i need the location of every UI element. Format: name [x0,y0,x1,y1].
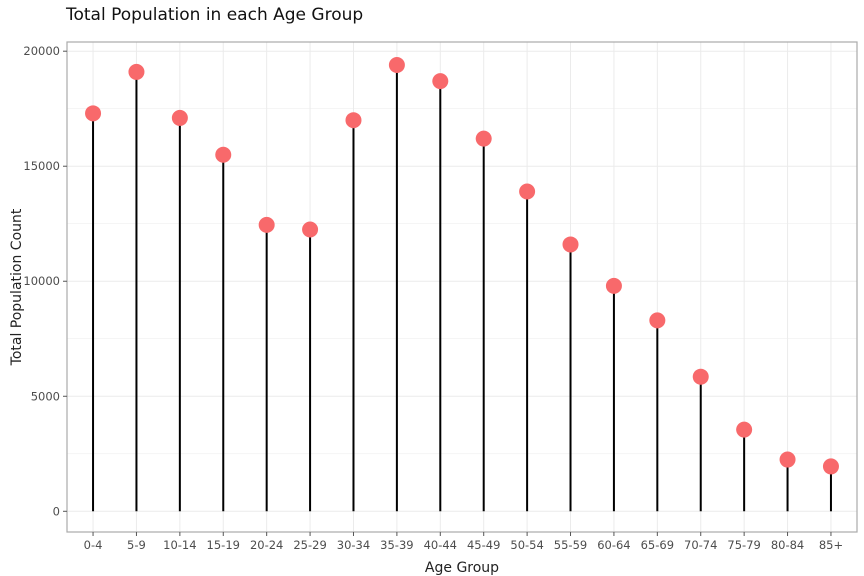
x-tick-label: 60-64 [597,538,630,552]
points [85,57,839,475]
lollipop-point [302,221,319,238]
lollipop-point [128,63,145,80]
lollipop-point [388,57,405,74]
lollipop-point [736,421,753,438]
x-tick-label: 20-24 [250,538,283,552]
x-tick-label: 10-14 [163,538,196,552]
y-tick-label: 20000 [23,44,60,58]
panel-border [66,41,858,533]
x-tick-label: 25-29 [293,538,326,552]
y-tick-label: 10000 [23,274,60,288]
lollipop-point [258,216,275,233]
x-tick-label: 45-49 [467,538,500,552]
lollipop-point [605,277,622,294]
axes: 0 5000 10000 15000 20000 0-4 5-9 10-14 15-19 20-2… [23,44,843,552]
lollipop-point [171,109,188,126]
lollipop-point [215,146,232,163]
x-tick-label: 40-44 [424,538,457,552]
lollipop-point [475,130,492,147]
lollipop-point [562,236,579,253]
x-tick-label: 0-4 [84,538,103,552]
y-tick-label: 15000 [23,159,60,173]
x-tick-label: 80-84 [771,538,804,552]
stems [92,65,832,512]
x-tick-label: 30-34 [337,538,370,552]
y-tick-label: 0 [53,504,60,518]
x-tick-label: 5-9 [127,538,146,552]
x-tick-label: 35-39 [380,538,413,552]
lollipop-point [692,368,709,385]
lollipop-point [779,451,796,468]
y-tick-label: 5000 [31,389,60,403]
x-tick-label: 50-54 [510,538,543,552]
chart-title: Total Population in each Age Group [66,5,364,25]
lollipop-point [432,73,449,90]
x-tick-label: 55-59 [554,538,587,552]
x-tick-label: 75-79 [727,538,760,552]
x-tick-label: 65-69 [641,538,674,552]
x-tick-label: 70-74 [684,538,717,552]
x-axis-title: Age Group [425,560,499,576]
lollipop-point [649,312,666,329]
lollipop-point [519,183,536,200]
lollipop-point [85,105,102,122]
lollipop-point [822,458,839,475]
y-axis-title: Total Population Count [9,208,25,366]
x-tick-label: 85+ [819,538,843,552]
x-tick-label: 15-19 [207,538,240,552]
lollipop-point [345,112,362,129]
